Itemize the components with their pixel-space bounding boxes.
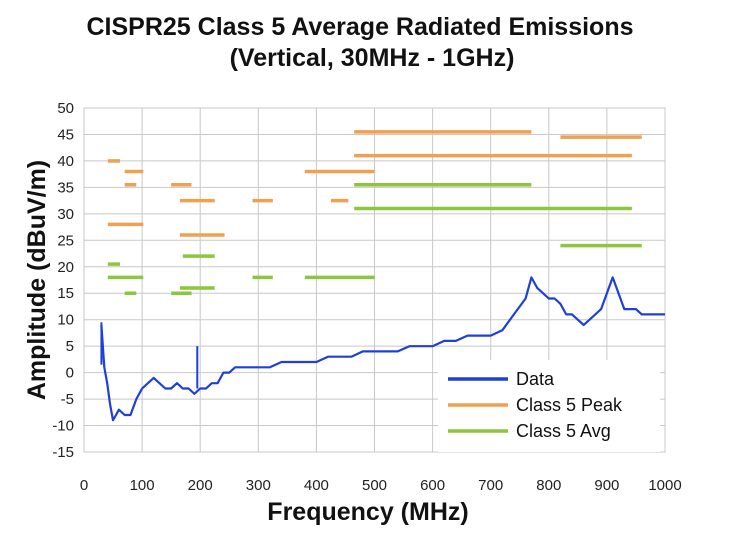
x-tick-label: 900: [594, 477, 619, 494]
x-tick-label: 1000: [648, 477, 681, 494]
y-tick-label: 25: [57, 232, 74, 249]
x-axis-label: Frequency (MHz): [267, 498, 468, 526]
y-tick-label: 45: [57, 126, 74, 143]
x-axis-ticks: 0 100 200 300 400 500 600 700 800 900 1000: [80, 477, 682, 494]
x-tick-label: 700: [478, 477, 503, 494]
data-series: [100, 276, 665, 422]
y-tick-label: 40: [57, 153, 74, 170]
legend-label-peak: Class 5 Peak: [516, 395, 623, 415]
chart-title-line-2: (Vertical, 30MHz - 1GHz): [230, 44, 515, 72]
x-tick-label: 800: [536, 477, 561, 494]
x-tick-label: 400: [304, 477, 329, 494]
y-axis-label: Amplitude (dBuV/m): [23, 160, 51, 400]
data-series-line: [100, 276, 665, 422]
y-tick-label: -10: [52, 418, 74, 435]
x-tick-label: 0: [80, 477, 88, 494]
y-tick-label: 0: [66, 365, 74, 382]
y-tick-label: 50: [57, 100, 74, 117]
y-axis-ticks: -15 -10 -5 0 5 10 15 20 25 30 35 40 45 50: [52, 100, 74, 461]
y-tick-label: -15: [52, 444, 74, 461]
y-tick-label: 35: [57, 179, 74, 196]
x-tick-label: 500: [362, 477, 387, 494]
y-tick-label: -5: [61, 391, 74, 408]
legend-label-data: Data: [516, 369, 555, 389]
chart-title-line-1: CISPR25 Class 5 Average Radiated Emissio…: [87, 13, 634, 41]
y-tick-label: 5: [66, 338, 74, 355]
chart-legend: Data Class 5 Peak Class 5 Avg: [438, 360, 660, 452]
x-tick-label: 300: [246, 477, 271, 494]
x-tick-label: 200: [188, 477, 213, 494]
y-tick-label: 10: [57, 312, 74, 329]
class5-avg-limits: [107, 182, 642, 295]
y-tick-label: 30: [57, 206, 74, 223]
y-tick-label: 20: [57, 259, 74, 276]
plot-frame: [83, 107, 666, 453]
legend-label-avg: Class 5 Avg: [516, 421, 611, 441]
x-tick-label: 600: [420, 477, 445, 494]
class5-peak-limits: [107, 130, 642, 237]
x-tick-label: 100: [130, 477, 155, 494]
y-tick-label: 15: [57, 285, 74, 302]
